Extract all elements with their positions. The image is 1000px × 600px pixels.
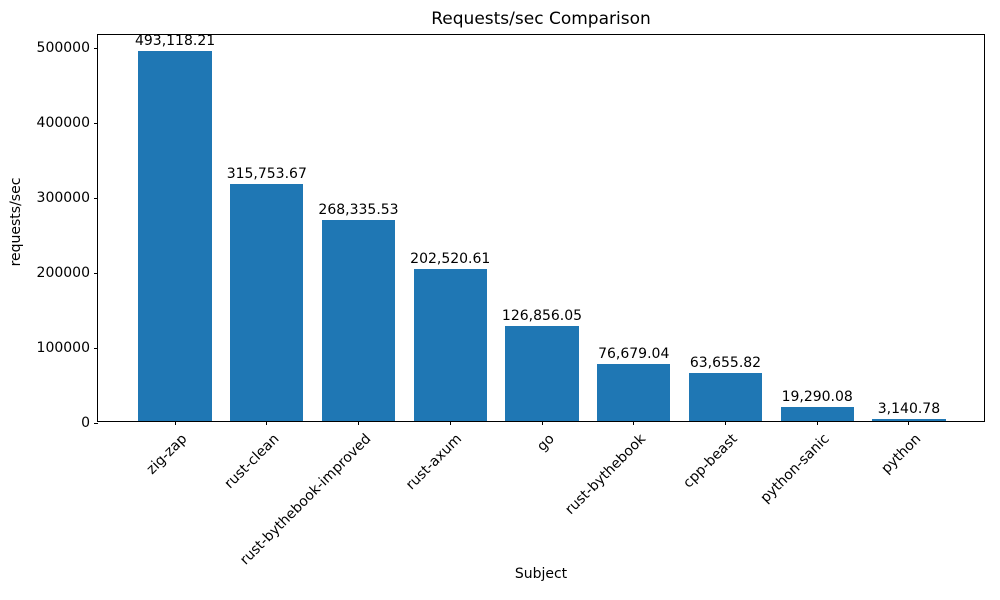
y-tick-label: 100000 <box>36 340 90 357</box>
y-tick-mark <box>94 122 98 124</box>
bar-value-label: 202,520.61 <box>410 251 491 268</box>
y-tick-label: 0 <box>81 415 90 431</box>
bar <box>688 373 763 421</box>
x-tick-mark <box>449 421 451 425</box>
x-tick-label: python-sanic <box>757 431 833 507</box>
bar <box>597 363 671 421</box>
bar-value-label: 76,679.04 <box>598 345 670 362</box>
bar-value-label: 268,335.53 <box>318 201 399 218</box>
x-tick-mark <box>724 421 726 425</box>
y-tick-label: 300000 <box>36 190 90 207</box>
bar-value-label: 126,856.05 <box>501 307 583 324</box>
bar-value-label: 3,140.78 <box>877 400 941 417</box>
bar <box>138 51 212 421</box>
x-tick-label: python <box>878 431 925 477</box>
chart-title: Requests/sec Comparison <box>431 9 651 29</box>
bar <box>321 219 396 421</box>
x-tick-mark <box>174 421 176 425</box>
x-tick-label: cpp-beast <box>680 431 741 492</box>
x-tick-label: rust-clean <box>221 431 283 492</box>
x-tick-label: go <box>533 431 558 455</box>
bar <box>872 418 946 421</box>
x-tick-mark <box>541 421 543 425</box>
x-axis-title: Subject <box>514 566 568 582</box>
y-tick-mark <box>94 272 98 274</box>
x-tick-label: zig-zap <box>143 431 191 478</box>
plot-area: 0 100000 200000 300000 400000 500000 493,118.2… <box>37 33 985 568</box>
y-tick-label: 400000 <box>36 115 90 132</box>
bar-value-label: 63,655.82 <box>689 355 762 372</box>
y-tick-label: 500000 <box>36 40 90 57</box>
y-tick-mark <box>94 347 98 349</box>
y-tick-mark <box>94 47 98 49</box>
x-tick-mark <box>816 421 818 425</box>
bar <box>780 406 854 421</box>
bar <box>505 325 579 421</box>
y-tick-mark <box>94 197 98 199</box>
bar-value-label: 493,118.21 <box>134 33 216 50</box>
x-tick-mark <box>908 421 910 425</box>
x-tick-label: rust-axum <box>403 431 466 494</box>
x-tick-mark <box>266 421 268 425</box>
x-tick-label: rust-bythebook <box>562 431 650 518</box>
bar-value-label: 19,290.08 <box>781 388 853 405</box>
bar-value-label: 315,753.67 <box>226 166 307 183</box>
x-tick-mark <box>358 421 360 425</box>
y-tick-mark <box>94 422 98 424</box>
x-tick-mark <box>633 421 635 425</box>
y-tick-label: 200000 <box>36 265 90 282</box>
bar <box>230 184 304 421</box>
bar <box>413 269 487 421</box>
